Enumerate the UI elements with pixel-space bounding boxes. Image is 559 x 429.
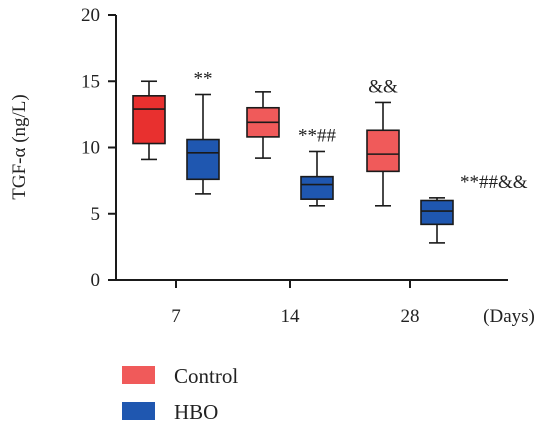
box-hbo-28 bbox=[420, 197, 454, 244]
legend-label-hbo: HBO bbox=[174, 400, 218, 424]
y-tick-label: 0 bbox=[91, 270, 101, 291]
box-plots bbox=[132, 80, 454, 244]
box-control-7 bbox=[132, 80, 166, 161]
y-tick-label: 10 bbox=[81, 138, 100, 159]
annotation: ** bbox=[194, 69, 213, 90]
y-axis-label: TGF-α (ng/L) bbox=[9, 94, 30, 199]
significance-annotations: && ** **## **##&& bbox=[194, 69, 528, 193]
box-control-28 bbox=[366, 101, 400, 207]
box-iqr bbox=[420, 199, 454, 226]
y-tick-label: 5 bbox=[91, 204, 101, 225]
annotation: **## bbox=[298, 125, 337, 146]
box-iqr bbox=[186, 138, 220, 181]
annotation: && bbox=[368, 76, 398, 97]
box-hbo-7 bbox=[186, 93, 220, 195]
legend-swatch-hbo bbox=[122, 402, 155, 420]
legend: Control HBO bbox=[122, 364, 238, 424]
y-axis: 0 5 10 15 20 bbox=[81, 5, 117, 291]
x-axis-unit: (Days) bbox=[483, 306, 535, 327]
x-tick-label: 28 bbox=[401, 306, 420, 327]
legend-swatch-control bbox=[122, 366, 155, 384]
annotation: **##&& bbox=[460, 172, 528, 193]
box-iqr bbox=[366, 129, 400, 173]
box-control-14 bbox=[246, 91, 280, 159]
box-hbo-14 bbox=[300, 150, 334, 207]
x-axis: 7 14 28 bbox=[116, 279, 508, 327]
legend-label-control: Control bbox=[174, 364, 238, 388]
x-tick-label: 7 bbox=[171, 306, 181, 327]
y-tick-label: 20 bbox=[81, 5, 100, 26]
y-tick-label: 15 bbox=[81, 71, 100, 92]
box-iqr bbox=[300, 175, 334, 200]
box-iqr bbox=[132, 95, 166, 145]
x-tick-label: 14 bbox=[281, 306, 301, 327]
